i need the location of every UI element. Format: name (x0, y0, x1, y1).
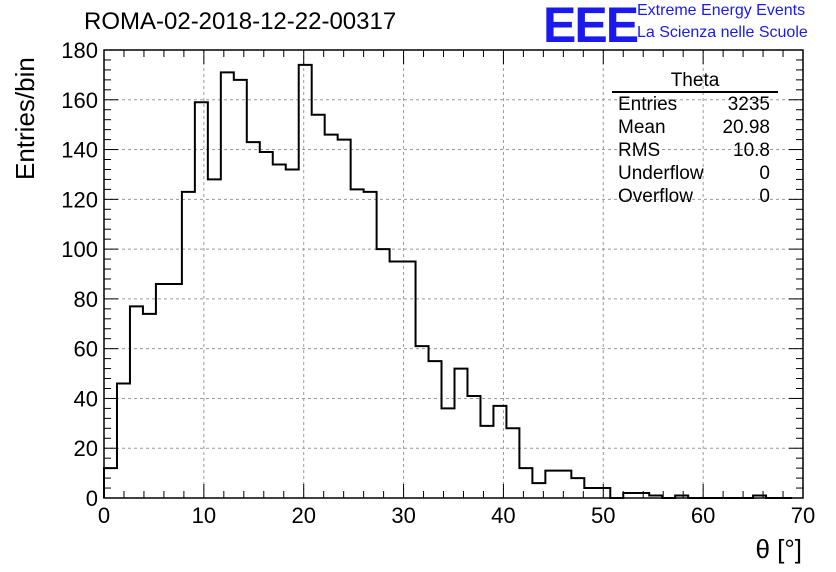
stats-value: 0 (759, 186, 770, 207)
y-tick-label: 160 (61, 88, 98, 113)
x-tick-label: 30 (391, 503, 415, 528)
histogram-bin (156, 284, 169, 498)
y-tick-label: 40 (74, 386, 98, 411)
histogram-bin (571, 478, 584, 498)
stats-value: 0 (759, 163, 770, 184)
stats-row-rms: RMS 10.8 (612, 139, 778, 162)
x-tick-label: 10 (192, 503, 216, 528)
histogram-bin (558, 471, 571, 498)
histogram-bin (364, 192, 377, 498)
histogram-bin (260, 152, 273, 498)
x-tick-label: 50 (591, 503, 615, 528)
stats-label: Mean (618, 117, 666, 138)
eee-logo: EEE (543, 0, 639, 53)
histogram-bin (532, 483, 545, 498)
histogram-bin (338, 140, 351, 498)
histogram-bin (182, 192, 195, 498)
histogram-bin (247, 142, 260, 498)
histogram-bin (104, 468, 117, 498)
stats-label: Entries (618, 94, 678, 115)
x-tick-label: 20 (291, 503, 315, 528)
logo-line-1: Extreme Energy Events (637, 2, 806, 19)
y-axis-label: Entries/bin (10, 57, 40, 180)
histogram-bin (169, 284, 182, 498)
y-tick-label: 100 (61, 237, 98, 262)
histogram-bin (480, 426, 493, 498)
y-tick-label: 0 (86, 486, 98, 511)
histogram-bin (442, 408, 455, 498)
histogram-bin (403, 262, 416, 498)
y-tick-label: 20 (74, 436, 98, 461)
stats-row-underflow: Underflow 0 (612, 162, 778, 185)
histogram-bin (545, 471, 558, 498)
stats-row-mean: Mean 20.98 (612, 116, 778, 139)
stats-value: 20.98 (722, 117, 770, 138)
histogram-bin (208, 179, 221, 498)
histogram-bin (377, 249, 390, 498)
histogram-bin (519, 468, 532, 498)
stats-label: Underflow (618, 163, 704, 184)
histogram-bin (351, 189, 364, 498)
stats-label: RMS (618, 140, 661, 161)
histogram-bin (390, 262, 403, 498)
histogram-bin (117, 384, 130, 498)
histogram-bin (221, 72, 234, 498)
histogram-bin (299, 65, 312, 498)
histogram-bin (130, 306, 143, 498)
y-tick-label: 180 (61, 38, 98, 63)
histogram-bin (143, 314, 156, 498)
histogram-bin (493, 406, 506, 498)
histogram-bin (597, 488, 610, 498)
histogram-bin (325, 135, 338, 498)
histogram-bin (273, 164, 286, 498)
stats-label: Overflow (618, 186, 693, 207)
histogram-bin (416, 346, 429, 498)
histogram-bin (467, 396, 480, 498)
x-axis-label: θ [°] (755, 534, 802, 564)
histogram-bin (429, 361, 442, 498)
x-tick-label: 0 (98, 503, 110, 528)
x-tick-label: 40 (491, 503, 515, 528)
histogram-bin (195, 102, 208, 498)
stats-value: 10.8 (733, 140, 770, 161)
logo-line-2: La Scienza nelle Scuole (637, 24, 808, 41)
plot-frame (103, 49, 804, 499)
stats-value: 3235 (727, 94, 770, 115)
y-tick-label: 60 (74, 337, 98, 362)
y-tick-label: 80 (74, 287, 98, 312)
histogram-outline (103, 63, 793, 499)
y-tick-label: 120 (61, 187, 98, 212)
x-tick-label: 60 (691, 503, 715, 528)
histogram-bin (234, 80, 247, 498)
histogram-bin (584, 488, 597, 498)
histogram-bin (454, 369, 467, 498)
chart-title: ROMA-02-2018-12-22-00317 (84, 8, 397, 35)
y-tick-label: 140 (61, 138, 98, 163)
x-tick-label: 70 (791, 503, 815, 528)
stats-row-overflow: Overflow 0 (612, 185, 778, 208)
histogram-bin (312, 115, 325, 498)
stats-box: Theta Entries 3235 Mean 20.98 RMS 10.8 U… (612, 70, 778, 208)
stats-box-title: Theta (612, 70, 778, 93)
stats-row-entries: Entries 3235 (612, 93, 778, 116)
histogram-bin (506, 428, 519, 498)
histogram-bin (286, 169, 299, 498)
